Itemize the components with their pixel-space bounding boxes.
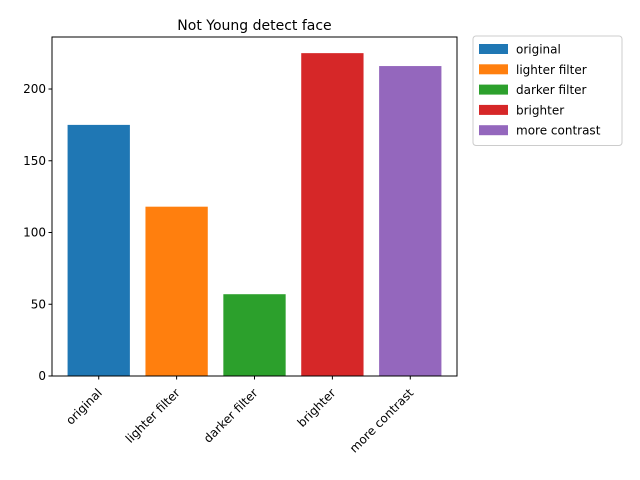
- x-tick-label: darker filter: [201, 386, 261, 446]
- legend-label: lighter filter: [516, 63, 587, 77]
- x-tick-label: more contrast: [347, 386, 417, 456]
- y-tick-label: 50: [31, 297, 46, 311]
- y-tick-label: 200: [23, 82, 46, 96]
- bar-original: [67, 124, 130, 376]
- bar-darker-filter: [223, 294, 286, 376]
- x-tick-label: lighter filter: [123, 386, 183, 446]
- legend-swatch: [479, 84, 508, 95]
- y-tick-label: 150: [23, 154, 46, 168]
- y-tick-label: 100: [23, 226, 46, 240]
- x-tick-label: original: [63, 386, 105, 428]
- legend-label: more contrast: [516, 124, 601, 138]
- x-tick-label: brighter: [295, 386, 339, 430]
- bar-brighter: [301, 53, 364, 377]
- bars-group: [67, 53, 442, 377]
- legend: original lighter filter darker filter brigh…: [472, 35, 623, 146]
- legend-frame: [472, 35, 623, 146]
- legend-swatch: [479, 44, 508, 54]
- legend-swatch: [479, 64, 508, 75]
- legend-label: brighter: [516, 103, 564, 117]
- bar-lighter-filter: [145, 206, 208, 376]
- legend-swatch: [479, 104, 508, 115]
- bar-more-contrast: [379, 66, 442, 377]
- y-tick-label: 0: [38, 369, 46, 383]
- legend-swatch: [479, 125, 508, 136]
- legend-label: original: [516, 43, 561, 57]
- legend-label: darker filter: [516, 83, 587, 97]
- chart-title: Not Young detect face: [177, 18, 331, 34]
